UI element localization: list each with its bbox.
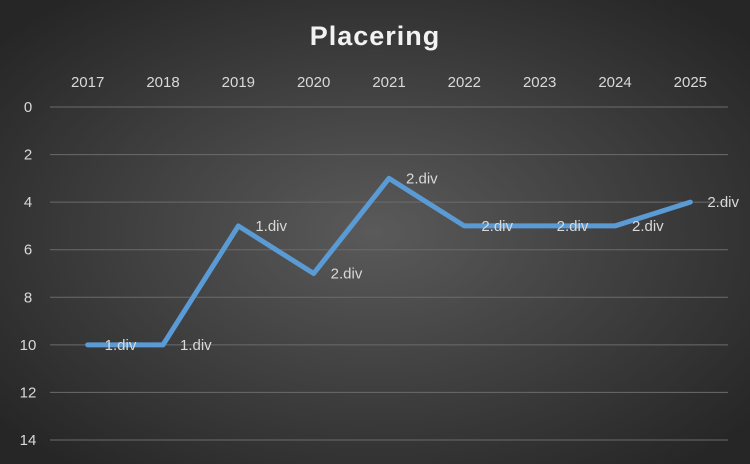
point-label: 1.div	[105, 337, 137, 354]
point-label: 1.div	[255, 218, 287, 235]
x-tick-label: 2024	[598, 74, 631, 91]
x-tick-label: 2017	[71, 74, 104, 91]
x-tick-label: 2025	[674, 74, 707, 91]
y-tick-label: 4	[24, 194, 32, 211]
y-tick-label: 10	[20, 337, 37, 354]
point-label: 2.div	[406, 170, 438, 187]
x-tick-label: 2022	[448, 74, 481, 91]
point-label: 2.div	[707, 194, 739, 211]
y-tick-label: 12	[20, 384, 37, 401]
x-tick-label: 2023	[523, 74, 556, 91]
x-tick-label: 2019	[222, 74, 255, 91]
y-tick-label: 0	[24, 99, 32, 116]
y-tick-label: 14	[20, 432, 37, 449]
y-tick-label: 8	[24, 289, 32, 306]
line-series	[85, 175, 693, 348]
chart-title: Placering	[310, 21, 441, 51]
x-tick-label: 2020	[297, 74, 330, 91]
x-tick-label: 2021	[372, 74, 405, 91]
point-label: 2.div	[331, 265, 363, 282]
y-tick-label: 6	[24, 242, 32, 259]
point-label: 1.div	[180, 337, 212, 354]
point-label: 2.div	[557, 218, 589, 235]
point-label: 2.div	[481, 218, 513, 235]
point-label: 2.div	[632, 218, 664, 235]
x-tick-label: 2018	[146, 74, 179, 91]
y-tick-label: 2	[24, 147, 32, 164]
